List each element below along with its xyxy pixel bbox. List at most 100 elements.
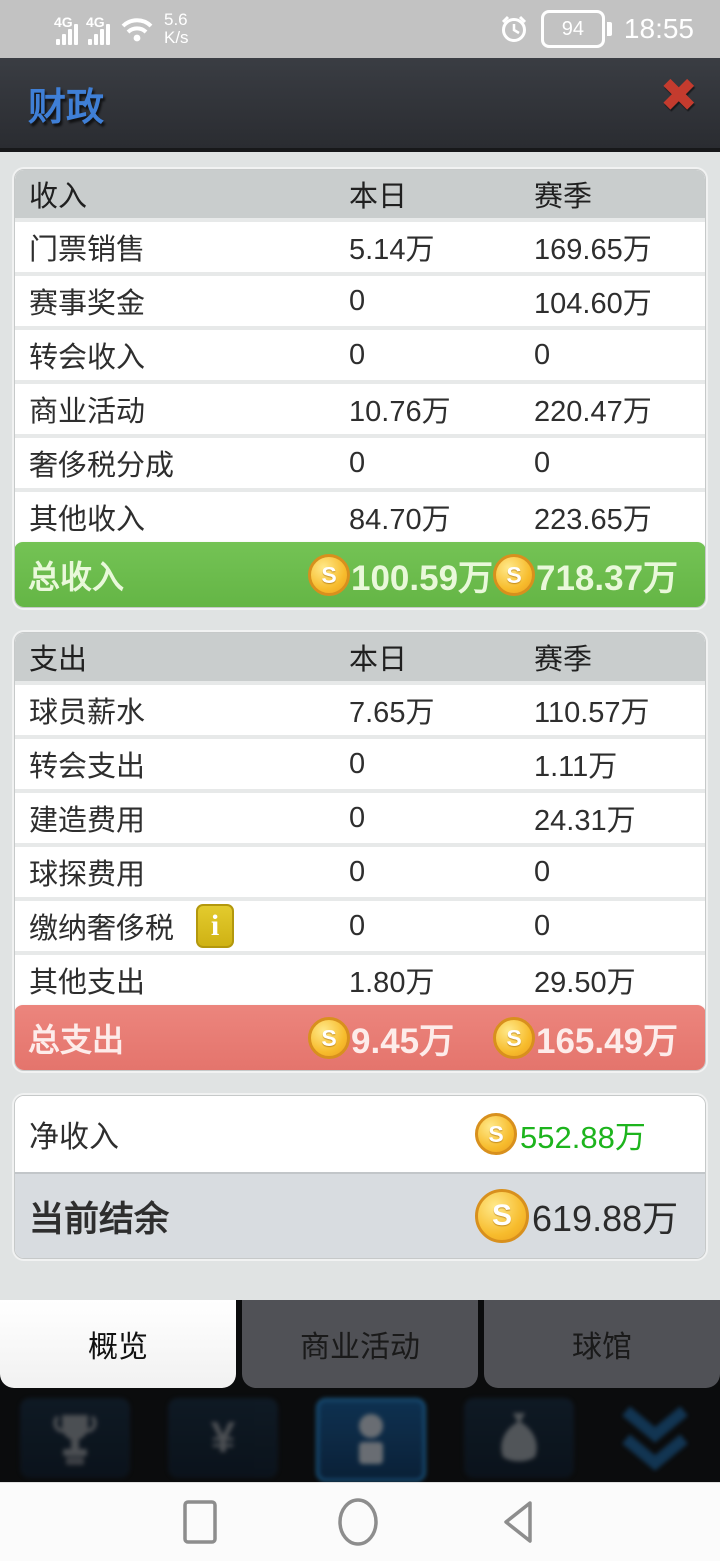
row-label: 缴纳奢侈税 [29,913,175,945]
row-label: 门票销售 [29,234,146,266]
row-season: 0 [534,338,551,371]
total-income-label: 总收入 [28,559,125,595]
coin-icon: S [493,1017,535,1059]
row-today: 0 [349,338,366,371]
recents-square-icon[interactable] [182,1499,218,1545]
row-label: 建造费用 [29,805,146,837]
row-season: 104.60万 [534,288,652,320]
currency-icon: ¥ [168,1398,278,1478]
total-expense-season: 165.49万 [536,1021,679,1061]
row-today: 1.80万 [349,967,435,999]
income-header-label: 收入 [29,181,88,213]
income-table: 收入 本日 赛季 门票销售 5.14万 169.65万 赛事奖金 0 104.6… [14,169,706,608]
table-row: 赛事奖金 0 104.60万 [15,272,705,326]
row-label: 其他收入 [29,504,146,536]
row-season: 220.47万 [534,396,652,428]
balance-row: 当前结余 S 619.88万 [15,1172,705,1258]
table-row: 建造费用 0 24.31万 [15,789,705,843]
row-label: 转会支出 [29,751,146,783]
total-income-row: 总收入 S 100.59万 S 718.37万 [15,542,705,607]
home-circle-icon[interactable] [336,1496,380,1548]
expense-header-label: 支出 [29,644,88,676]
table-row: 转会收入 0 0 [15,326,705,380]
row-season: 24.31万 [534,805,636,837]
row-today: 0 [349,747,366,780]
tab-bar: 概览 商业活动 球馆 [0,1300,720,1388]
info-icon[interactable]: i [196,904,235,948]
total-income-season: 718.37万 [536,558,679,598]
row-label: 转会收入 [29,342,146,374]
net-income-row: 净收入 S 552.88万 [15,1096,705,1172]
row-today: 7.65万 [349,697,435,729]
finance-panel-icon [316,1398,426,1482]
total-expense-label: 总支出 [28,1022,125,1058]
battery-level: 94 [561,17,585,40]
table-row: 商业活动 10.76万 220.47万 [15,380,705,434]
tab-stadium[interactable]: 球馆 [484,1300,720,1388]
col-today: 本日 [349,181,408,213]
row-season: 169.65万 [534,234,652,266]
summary-panel: 净收入 S 552.88万 当前结余 S 619.88万 [14,1095,706,1259]
alarm-icon [499,14,529,44]
row-today: 0 [349,855,366,888]
row-season: 110.57万 [534,697,650,729]
row-today: 0 [349,909,366,942]
row-label: 球探费用 [29,859,146,891]
row-label: 商业活动 [29,396,146,428]
table-row: 球探费用 0 0 [15,843,705,897]
dialog-header: 财政 ✖ [0,58,720,152]
table-row: 奢侈税分成 0 0 [15,434,705,488]
row-label: 球员薪水 [29,697,146,729]
row-label: 赛事奖金 [29,288,146,320]
moneybag-icon [464,1398,574,1478]
tab-overview[interactable]: 概览 [0,1300,236,1388]
close-icon[interactable]: ✖ [659,69,698,121]
expense-table-header: 支出 本日 赛季 [15,633,705,681]
row-label: 其他支出 [29,967,146,999]
table-row-luxury-tax: 缴纳奢侈税 i 0 0 [15,897,705,951]
network-speed: 5.6 K/s [164,10,189,47]
balance-value: 619.88万 [532,1198,679,1239]
total-expense-row: 总支出 S 9.45万 S 165.49万 [15,1005,705,1070]
row-today: 0 [349,284,366,317]
row-season: 0 [534,446,551,479]
row-today: 10.76万 [349,396,451,428]
coin-icon: S [475,1189,529,1243]
expense-table: 支出 本日 赛季 球员薪水 7.65万 110.57万 转会支出 0 1.11万… [14,632,706,1071]
android-navigation-bar [0,1482,720,1561]
row-season: 0 [534,909,551,942]
collapse-chevron-icon [600,1398,710,1478]
net-income-label: 净收入 [29,1121,119,1154]
income-table-header: 收入 本日 赛季 [15,170,705,218]
status-bar: 4G 4G 5.6 K/s 9 [0,0,720,58]
col-season: 赛季 [534,644,593,676]
dimmed-game-background: ¥ [0,1396,720,1482]
total-income-today: 100.59万 [351,558,494,598]
total-expense-today: 9.45万 [351,1021,455,1061]
table-row: 球员薪水 7.65万 110.57万 [15,681,705,735]
col-today: 本日 [349,644,408,676]
coin-icon: S [308,554,350,596]
coin-icon: S [493,554,535,596]
row-label: 奢侈税分成 [29,450,175,482]
page-title: 财政 [28,86,105,129]
row-season: 29.50万 [534,967,636,999]
finance-content: 收入 本日 赛季 门票销售 5.14万 169.65万 赛事奖金 0 104.6… [0,152,720,1259]
back-triangle-icon[interactable] [498,1498,538,1546]
table-row: 转会支出 0 1.11万 [15,735,705,789]
row-season: 1.11万 [534,751,618,783]
row-today: 0 [349,801,366,834]
cellular-signal-icon-sim2: 4G [86,14,110,45]
trophy-icon [20,1398,130,1478]
col-season: 赛季 [534,181,593,213]
coin-icon: S [475,1113,517,1155]
tab-commercial[interactable]: 商业活动 [242,1300,478,1388]
net-income-value: 552.88万 [520,1119,646,1155]
table-row: 门票销售 5.14万 169.65万 [15,218,705,272]
bottom-band: 概览 商业活动 球馆 ¥ [0,1300,720,1482]
row-season: 223.65万 [534,504,652,536]
row-today: 0 [349,446,366,479]
wifi-icon [120,15,154,43]
clock-time: 18:55 [623,13,694,44]
balance-label: 当前结余 [29,1199,170,1239]
